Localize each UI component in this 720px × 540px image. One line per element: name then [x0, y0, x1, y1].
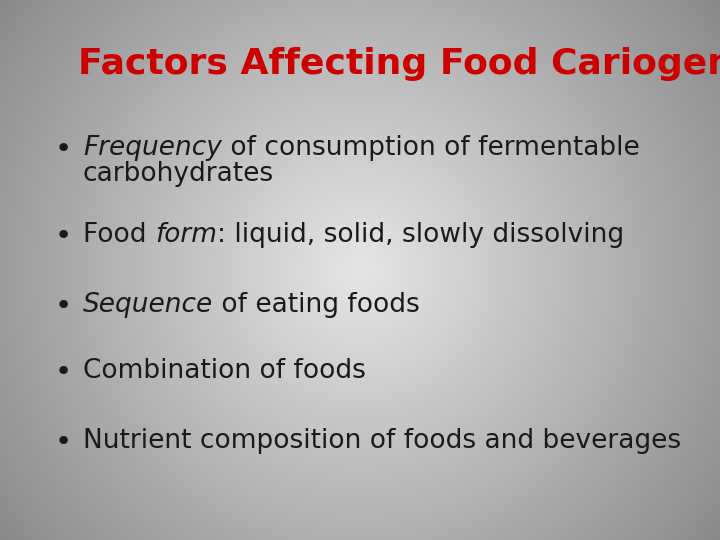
- Text: Sequence: Sequence: [83, 292, 213, 318]
- Text: carbohydrates: carbohydrates: [83, 161, 274, 187]
- Text: •: •: [55, 222, 72, 250]
- Text: form: form: [155, 222, 217, 248]
- Text: •: •: [55, 358, 72, 386]
- Text: Food: Food: [83, 222, 155, 248]
- Text: : liquid, solid, slowly dissolving: : liquid, solid, slowly dissolving: [217, 222, 624, 248]
- Text: Nutrient composition of foods and beverages: Nutrient composition of foods and bevera…: [83, 428, 681, 454]
- Text: Frequency: Frequency: [83, 135, 222, 161]
- Text: Factors Affecting Food Cariogenicity: Factors Affecting Food Cariogenicity: [78, 47, 720, 81]
- Text: of eating foods: of eating foods: [213, 292, 420, 318]
- Text: •: •: [55, 428, 72, 456]
- Text: •: •: [55, 135, 72, 163]
- Text: •: •: [55, 292, 72, 320]
- Text: Combination of foods: Combination of foods: [83, 358, 366, 384]
- Text: of consumption of fermentable: of consumption of fermentable: [222, 135, 639, 161]
